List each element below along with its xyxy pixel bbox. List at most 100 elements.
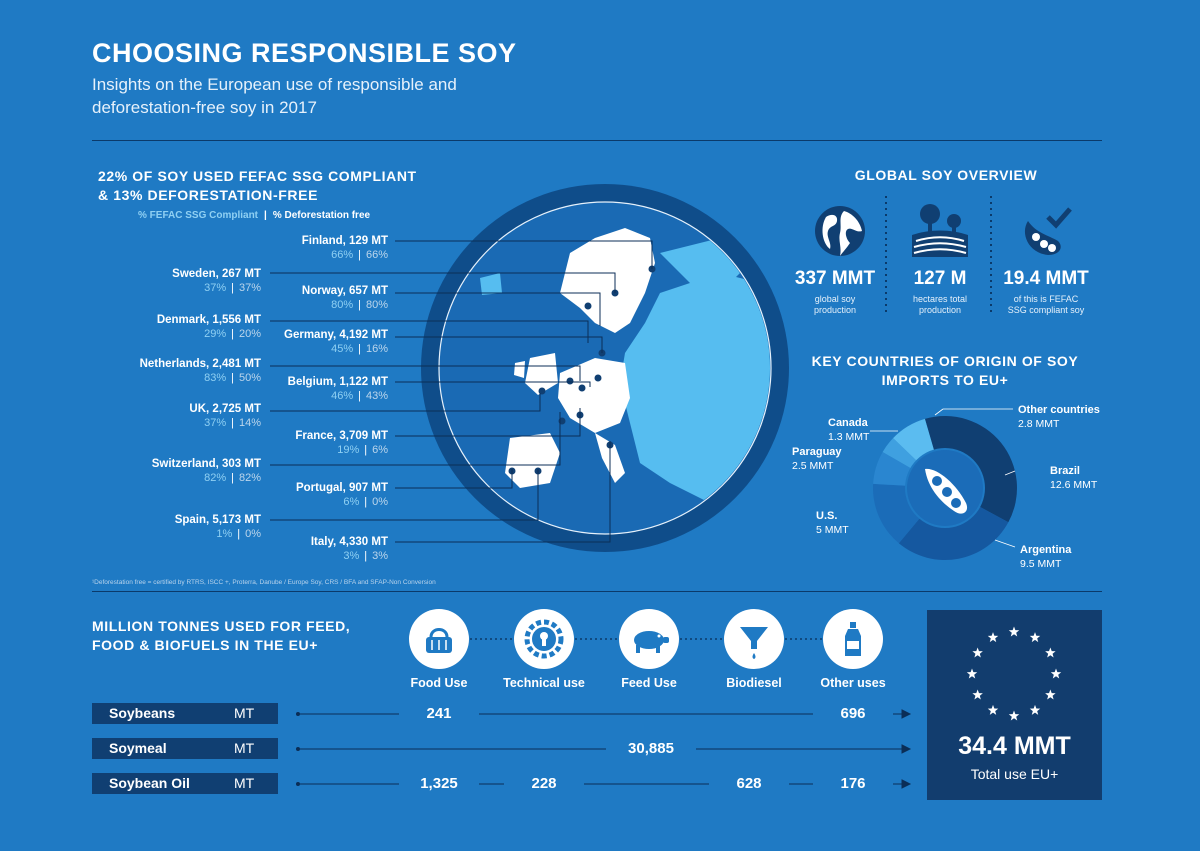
label-other-countries: Other countries 2.8 MMT — [1018, 404, 1100, 430]
eu-star — [1008, 710, 1020, 721]
label-canada: Canada 1.3 MMT — [828, 417, 870, 443]
country-label-denmark: Denmark, 1,556 MT 29% | 20% — [75, 314, 261, 340]
country-name: Switzerland, 303 MT — [151, 458, 261, 470]
use-label-biodiesel: Biodiesel — [726, 676, 782, 690]
eu-star — [972, 647, 983, 658]
use-label-technical: Technical use — [503, 676, 585, 690]
eu-total-value: 34.4 MMT — [958, 732, 1071, 760]
row-arrows — [296, 709, 912, 789]
legend-deforestation: % Deforestation free — [272, 210, 371, 221]
feed-use-circle — [619, 609, 679, 669]
country-dots — [508, 265, 656, 475]
use-label-food: Food Use — [410, 676, 468, 690]
stat-label: SSG compliant soy — [1007, 305, 1085, 315]
country-percent: 80% | 80% — [331, 299, 388, 311]
leader-lines — [270, 240, 653, 543]
subtitle-line-1: Insights on the European use of responsi… — [92, 75, 457, 94]
country-name: Belgium, 1,122 MT — [287, 376, 388, 388]
pig-icon — [634, 631, 669, 653]
usage-heading-line-2: FOOD & BIOFUELS IN THE EU+ — [92, 637, 319, 653]
country-percent: 3% | 3% — [343, 550, 388, 562]
legend: % FEFAC SSG Compliant | % Deforestation fr… — [138, 210, 370, 221]
stat-label: production — [918, 305, 962, 315]
food-use-circle — [409, 609, 469, 669]
other-uses-circle — [823, 609, 883, 669]
eu-total-box: 34.4 MMT Total use EU+ — [927, 610, 1102, 800]
eu-star — [1029, 632, 1041, 643]
country-label-sweden: Sweden, 267 MT 37% | 37% — [75, 268, 261, 294]
stat-divider-1 — [885, 196, 887, 316]
fefac-heading: 22% OF SOY USED FEFAC SSG COMPLIANT & 13… — [98, 167, 417, 205]
country-name: Sweden, 267 MT — [172, 268, 261, 280]
stat-hectares: 127 M hectares total production — [895, 268, 985, 316]
legend-fefac: % FEFAC SSG Compliant — [138, 210, 259, 221]
divider — [92, 591, 1102, 592]
origin-heading-line-1: KEY COUNTRIES OF ORIGIN OF SOY — [811, 353, 1079, 369]
fefac-heading-line-2: & 13% DEFORESTATION-FREE — [98, 187, 319, 203]
page-title: CHOOSING RESPONSIBLE SOY — [92, 38, 517, 68]
country-name: France, 3,709 MT — [295, 430, 388, 442]
technical-use-circle — [514, 609, 574, 669]
row-unit: MT — [234, 705, 255, 721]
legend-separator: | — [264, 210, 267, 221]
value-soybeans-food: 241 — [399, 705, 479, 722]
stat-divider-2 — [990, 196, 992, 316]
label-brazil: Brazil 12.6 MMT — [1050, 465, 1098, 491]
country-percent: 46% | 43% — [331, 390, 388, 402]
row-label-soybeans: Soybeans MT — [92, 703, 278, 724]
eu-star — [1008, 626, 1020, 637]
row-name: Soybeans — [109, 705, 176, 721]
eu-star — [1050, 668, 1062, 679]
row-name: Soybean Oil — [109, 775, 190, 791]
origin-heading-line-2: IMPORTS TO EU+ — [881, 372, 1009, 388]
country-name: Spain, 5,173 MT — [174, 514, 261, 526]
eu-total-label: Total use EU+ — [970, 766, 1059, 782]
gear-icon — [524, 619, 564, 659]
eu-star — [1045, 647, 1056, 658]
origin-donut-chart — [873, 416, 1017, 560]
value-soymeal-feed: 30,885 — [606, 740, 696, 757]
country-label-france: France, 3,709 MT 19% | 6% — [200, 430, 388, 456]
stat-label: of this is FEFAC — [1013, 294, 1079, 304]
page-subtitle: Insights on the European use of responsi… — [92, 73, 512, 119]
value-oil-other: 176 — [813, 775, 893, 792]
country-name: UK, 2,725 MT — [189, 403, 261, 415]
stat-fefac-compliant: 19.4 MMT of this is FEFAC SSG compliant … — [996, 268, 1096, 316]
country-label-portugal: Portugal, 907 MT 6% | 0% — [200, 482, 388, 508]
country-percent: 29% | 20% — [204, 328, 261, 340]
country-label-belgium: Belgium, 1,122 MT 46% | 43% — [200, 376, 388, 402]
funnel-icon — [740, 627, 768, 659]
country-name: Denmark, 1,556 MT — [156, 314, 261, 326]
country-percent: 1% | 0% — [216, 528, 261, 540]
usage-heading: MILLION TONNES USED FOR FEED, FOOD & BIO… — [92, 617, 350, 655]
eu-star — [1029, 704, 1041, 715]
country-name: Italy, 4,330 MT — [310, 536, 388, 548]
eu-star — [972, 689, 983, 700]
value-soybeans-other: 696 — [813, 705, 893, 722]
country-label-germany: Germany, 4,192 MT 45% | 16% — [200, 329, 388, 355]
country-percent: 83% | 50% — [204, 372, 261, 384]
label-us: U.S. 5 MMT — [816, 510, 849, 536]
country-name: Germany, 4,192 MT — [284, 329, 388, 341]
value-oil-biodiesel: 628 — [709, 775, 789, 792]
row-unit: MT — [234, 775, 255, 791]
stat-global-production: 337 MMT global soy production — [790, 268, 880, 316]
country-percent: 6% | 0% — [343, 496, 388, 508]
country-label-italy: Italy, 4,330 MT 3% | 3% — [200, 536, 388, 562]
country-percent: 66% | 66% — [331, 249, 388, 261]
label-argentina: Argentina 9.5 MMT — [1020, 544, 1072, 570]
eu-star — [987, 632, 999, 643]
country-percent: 19% | 6% — [337, 444, 388, 456]
farmland-icon — [912, 204, 968, 257]
country-percent: 82% | 82% — [204, 472, 261, 484]
value-oil-technical: 228 — [504, 775, 584, 792]
country-percent: 37% | 14% — [204, 417, 261, 429]
row-label-soybean-oil: Soybean Oil MT — [92, 773, 278, 794]
row-unit: MT — [234, 740, 255, 756]
bottle-icon — [845, 622, 861, 656]
use-label-feed: Feed Use — [621, 676, 677, 690]
soy-check-icon — [1024, 207, 1072, 255]
stat-label: production — [813, 305, 857, 315]
stat-label: global soy — [814, 294, 856, 304]
country-percent: 45% | 16% — [331, 343, 388, 355]
